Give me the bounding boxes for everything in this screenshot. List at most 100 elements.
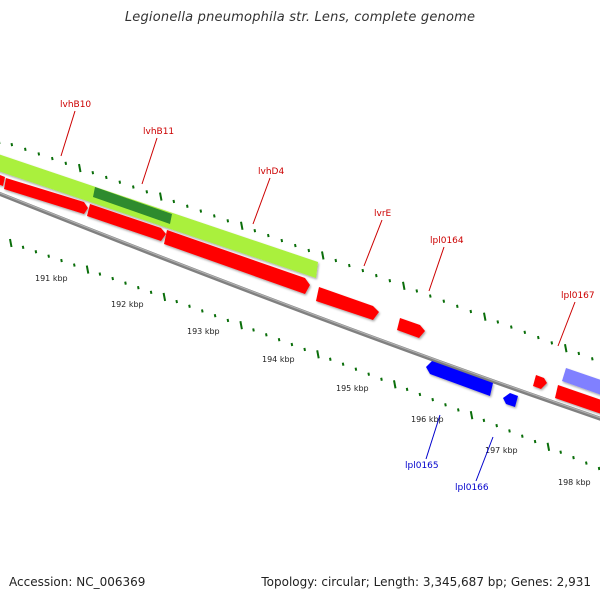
feature-track-dark-green [93, 187, 172, 224]
tick-mark [483, 312, 487, 321]
scale-label: 195 kbp [336, 384, 369, 393]
tick-mark [137, 286, 140, 290]
gene-label[interactable]: lpl0165 [405, 461, 439, 471]
gene-arrow-reverse[interactable] [503, 393, 518, 407]
tick-mark [253, 228, 257, 233]
label-leader-line [557, 301, 576, 347]
tick-mark [10, 142, 14, 147]
genome-summary-text: Topology: circular; Length: 3,345,687 bp… [261, 575, 591, 589]
scale-label: 194 kbp [262, 355, 295, 364]
tick-mark [341, 362, 345, 366]
tick-mark [564, 343, 568, 353]
gene-arrow[interactable] [533, 375, 547, 389]
tick-mark [98, 272, 102, 276]
gene-label[interactable]: lvhB10 [60, 100, 91, 110]
label-leader-line [363, 219, 383, 267]
tick-mark [444, 403, 447, 407]
tick-mark [577, 351, 581, 356]
tick-mark [175, 299, 178, 304]
tick-mark [537, 335, 540, 340]
gene-labels: lvhB10 lvhB11 lvhD4 lvrE lpl0164 lpl0167 lpl01… [60, 100, 595, 493]
tick-mark [162, 292, 167, 302]
gene-arrow[interactable] [397, 318, 425, 338]
tick-mark [550, 341, 554, 345]
tick-mark [105, 175, 108, 180]
gene-label[interactable]: lpl0166 [455, 483, 489, 493]
tick-mark [591, 357, 594, 361]
tick-mark [469, 410, 474, 420]
tick-mark [267, 233, 270, 238]
tick-mark [34, 250, 38, 254]
tick-mark [85, 265, 90, 274]
label-leader-line [252, 177, 271, 225]
tick-mark [367, 372, 370, 376]
scale-label: 193 kbp [187, 327, 220, 336]
gene-arrow[interactable] [87, 204, 166, 241]
tick-mark [294, 243, 297, 248]
gene-label[interactable]: lpl0167 [561, 291, 595, 301]
tick-mark [73, 263, 76, 267]
map-title: Legionella pneumophila str. Lens, comple… [124, 10, 476, 25]
tick-mark [149, 290, 153, 294]
tick-mark [348, 263, 351, 268]
tick-mark [510, 325, 513, 329]
gene-label[interactable]: lvhD4 [258, 167, 284, 177]
tick-mark [402, 281, 406, 290]
label-leader-line [60, 110, 76, 157]
label-leader-line [475, 436, 494, 482]
tick-mark [265, 333, 268, 337]
tick-mark [456, 304, 459, 309]
tick-mark [496, 320, 500, 324]
tick-mark [521, 434, 524, 438]
tick-mark [418, 392, 422, 397]
gene-arrow[interactable] [0, 173, 5, 186]
gene-label[interactable]: lpl0164 [430, 236, 464, 246]
scale-label: 198 kbp [558, 478, 591, 487]
tick-mark [239, 321, 243, 330]
tick-mark [240, 221, 244, 230]
tick-mark [429, 294, 432, 298]
tick-mark [159, 192, 163, 201]
tick-mark [201, 309, 204, 313]
gene-label[interactable]: lvhB11 [143, 127, 174, 137]
gene-arrow[interactable] [164, 230, 310, 294]
tick-mark [24, 147, 27, 151]
tick-mark [252, 328, 255, 332]
tick-mark [118, 180, 122, 184]
tick-row-outer [0, 141, 594, 361]
gene-arrow-reverse[interactable] [426, 361, 493, 396]
tick-mark [523, 330, 527, 335]
gene-arrow[interactable] [555, 385, 600, 417]
gene-arrow[interactable] [4, 178, 88, 214]
scale-label: 197 kbp [485, 446, 518, 455]
tick-mark [361, 268, 365, 273]
tick-mark [495, 423, 498, 428]
tick-mark [21, 245, 25, 250]
tick-mark [316, 350, 320, 359]
tick-mark [47, 254, 50, 258]
tick-mark [199, 209, 203, 213]
tick-mark [303, 347, 306, 352]
gene-label[interactable]: lvrE [374, 209, 392, 219]
tick-mark [585, 461, 588, 465]
label-leader-line [428, 246, 445, 292]
tick-mark [111, 276, 114, 281]
tick-mark [321, 251, 325, 260]
label-leader-line [141, 137, 158, 185]
tick-mark [37, 152, 41, 156]
backbone-highlight [0, 192, 600, 419]
tick-mark [329, 357, 332, 361]
tick-mark [457, 408, 460, 412]
tick-mark [290, 342, 294, 347]
tick-mark [9, 238, 13, 248]
tick-mark [307, 248, 311, 253]
tick-mark [597, 466, 600, 471]
tick-mark [78, 163, 82, 173]
label-leader-line [425, 414, 441, 460]
gene-arrow[interactable] [316, 287, 379, 320]
tick-mark [354, 367, 358, 371]
feature-track-purple [562, 368, 600, 395]
tick-mark [51, 156, 54, 161]
